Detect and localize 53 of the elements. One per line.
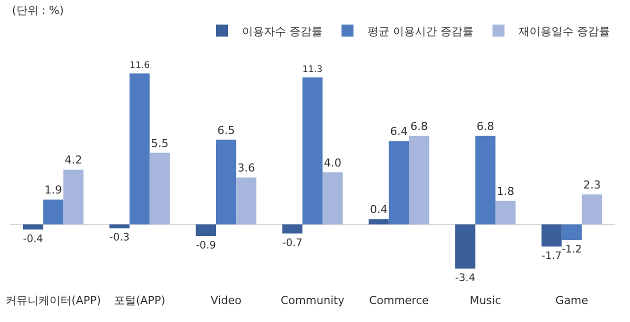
x-tick-label: Music bbox=[470, 294, 502, 307]
bar bbox=[43, 200, 64, 224]
data-label: 3.6 bbox=[237, 162, 255, 175]
data-label: 6.5 bbox=[217, 124, 235, 137]
data-label: 1.9 bbox=[44, 184, 62, 197]
x-tick-label: Game bbox=[555, 294, 588, 307]
bar bbox=[388, 141, 410, 224]
legend-label: 재이용일수 증감률 bbox=[518, 24, 610, 38]
bar bbox=[542, 224, 562, 246]
bar bbox=[455, 224, 476, 269]
bar bbox=[582, 194, 602, 224]
text: (단위 : %) bbox=[12, 4, 64, 17]
data-label: 11.6 bbox=[130, 60, 150, 71]
data-label: -1.2 bbox=[562, 243, 582, 256]
data-label: 4.0 bbox=[324, 156, 342, 170]
data-label: -0.3 bbox=[109, 232, 130, 244]
data-label: -3.4 bbox=[455, 272, 476, 284]
data-label: 6.8 bbox=[476, 120, 494, 133]
bar bbox=[562, 224, 582, 240]
data-label: -1.7 bbox=[542, 250, 562, 262]
data-label: -0.9 bbox=[196, 239, 216, 252]
bar bbox=[495, 200, 516, 224]
data-label: 11.3 bbox=[302, 64, 323, 75]
data-label: 6.4 bbox=[390, 125, 408, 138]
bar bbox=[130, 73, 150, 224]
data-label: 1.8 bbox=[496, 184, 514, 198]
bar bbox=[150, 152, 170, 224]
legend-label: 평균 이용시간 증감률 bbox=[368, 24, 474, 38]
bar bbox=[236, 178, 256, 224]
x-tick-label: Commerce bbox=[369, 294, 430, 307]
data-label: 4.2 bbox=[64, 154, 82, 167]
x-tick-label: 커뮤니케이터(APP) bbox=[6, 294, 101, 307]
bar bbox=[22, 224, 44, 230]
bar bbox=[409, 136, 430, 224]
bar bbox=[109, 224, 130, 228]
bar bbox=[196, 224, 216, 236]
data-label: 0.4 bbox=[370, 203, 388, 216]
legend-label: 이용자수 증감률 bbox=[242, 24, 322, 38]
data-label: -0.7 bbox=[282, 236, 302, 249]
bar bbox=[368, 219, 389, 224]
bar bbox=[63, 170, 84, 224]
bar bbox=[475, 136, 496, 224]
x-tick-label: 포털(APP) bbox=[114, 294, 166, 307]
bar bbox=[216, 140, 236, 224]
data-label: 2.3 bbox=[583, 178, 601, 192]
data-label: 5.5 bbox=[151, 136, 169, 150]
x-tick-label: Community bbox=[280, 294, 345, 307]
x-tick-label: Video bbox=[210, 294, 242, 307]
bar bbox=[282, 224, 302, 234]
data-label: 6.8 bbox=[410, 120, 428, 133]
bar bbox=[302, 77, 323, 224]
data-label: -0.4 bbox=[22, 232, 44, 245]
bar bbox=[322, 172, 343, 224]
